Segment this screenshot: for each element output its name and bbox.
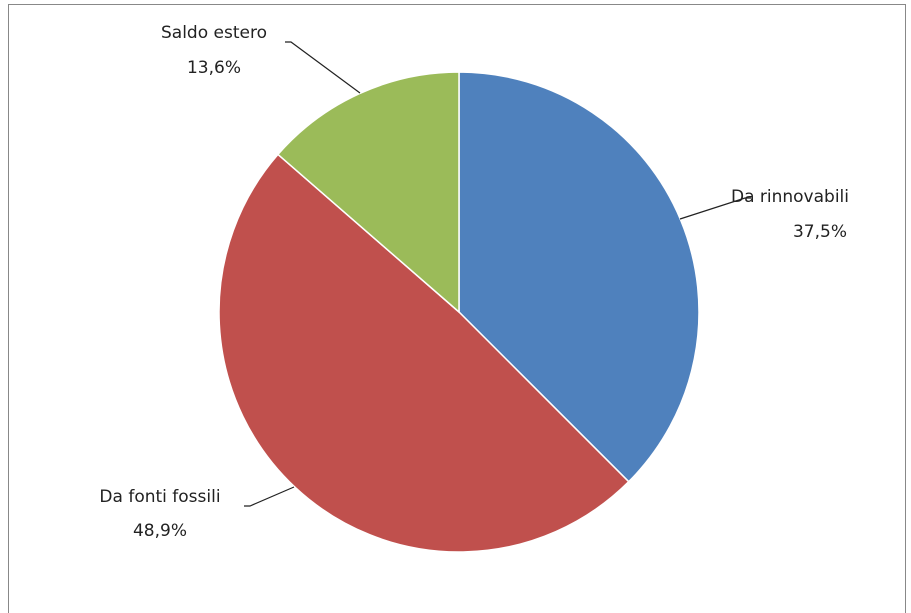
leader-line — [285, 41, 361, 94]
slice-value-label: 37,5% — [793, 222, 847, 242]
slice-label: Da fonti fossili — [99, 487, 220, 507]
slice-value-label: 48,9% — [133, 521, 187, 541]
pie-slice — [218, 153, 630, 553]
pie-slice — [458, 71, 700, 483]
slice-value-label: 13,6% — [187, 58, 241, 78]
leader-line — [679, 197, 751, 220]
pie-slice — [276, 71, 460, 314]
slice-label: Da rinnovabili — [731, 187, 849, 207]
slice-label: Saldo estero — [161, 23, 267, 43]
leader-line — [244, 486, 295, 507]
